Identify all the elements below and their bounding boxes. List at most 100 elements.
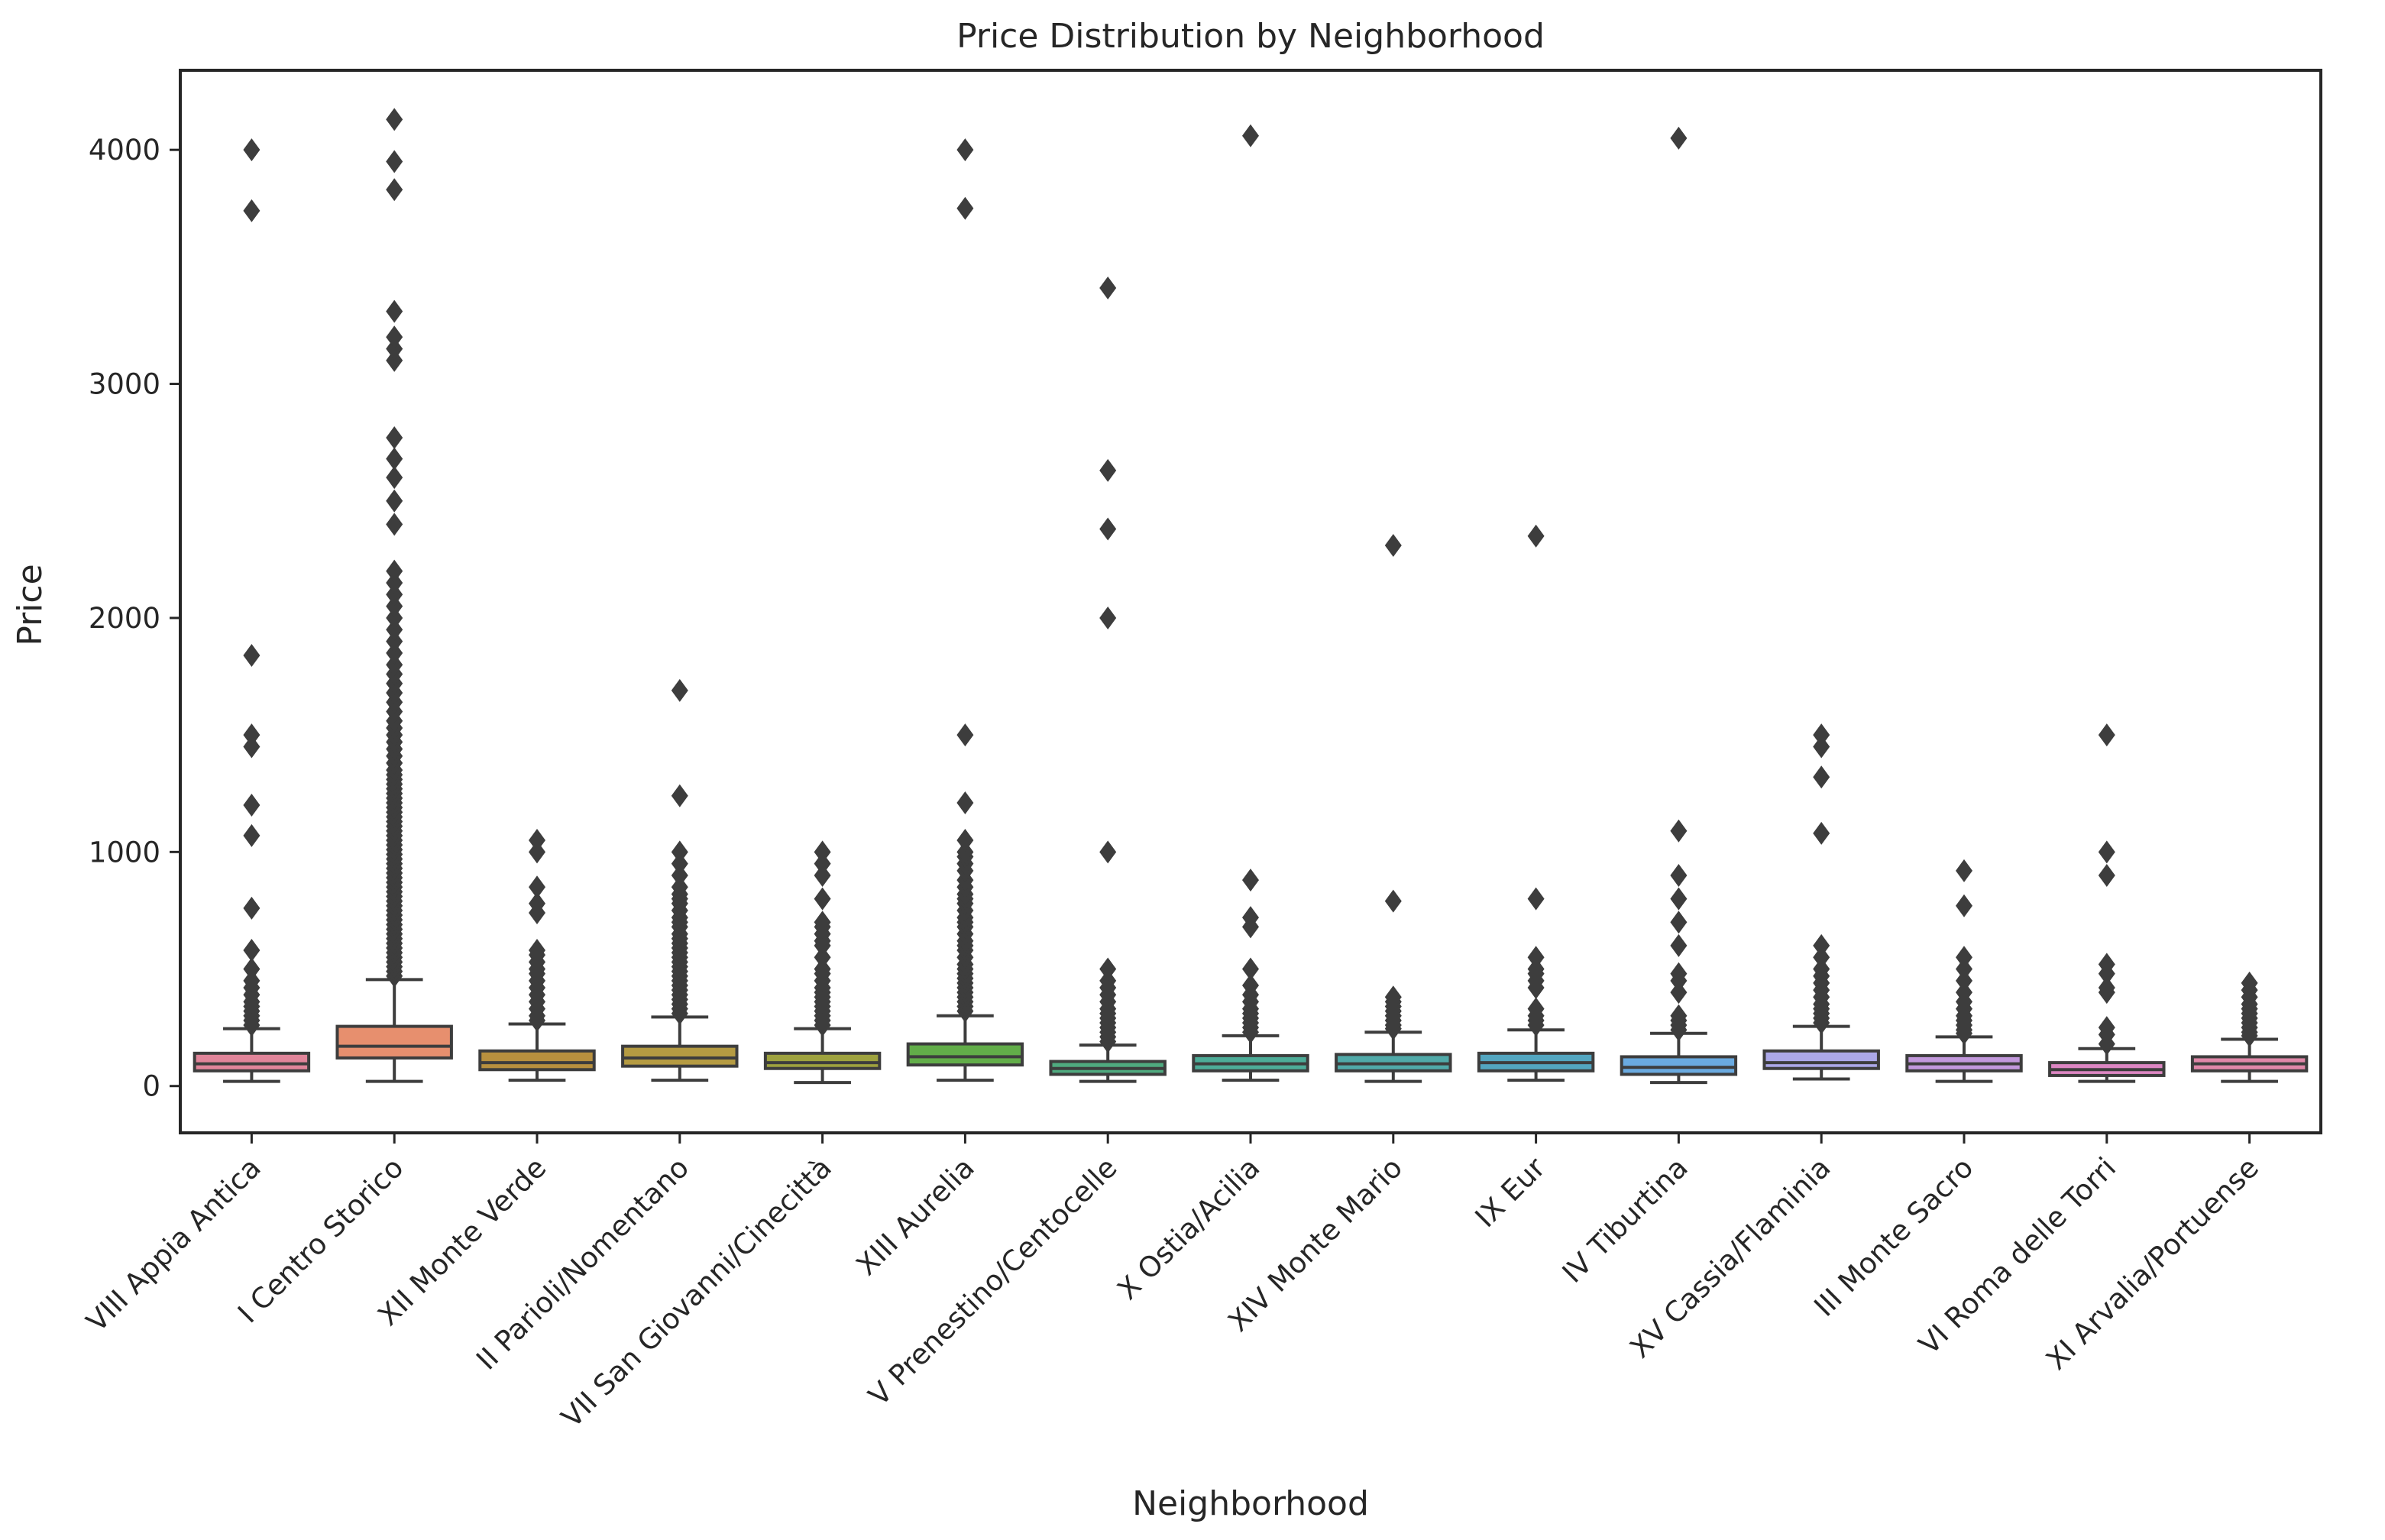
outlier-1-63 — [386, 583, 403, 607]
outlier-3-30 — [671, 678, 688, 702]
box-group-12: III Monte Sacro — [1807, 859, 2023, 1323]
outlier-4-20 — [814, 852, 831, 875]
outlier-10-3 — [1670, 1004, 1688, 1027]
box-1 — [335, 1024, 453, 1060]
outlier-0-18 — [243, 138, 261, 162]
y-axis-label: Price — [11, 564, 50, 645]
outlier-3-26 — [671, 863, 688, 887]
outlier-13-9 — [2098, 723, 2115, 747]
box-group-4: VII San Giovanni/Cinecittà — [555, 840, 882, 1434]
outlier-13-6 — [2098, 953, 2115, 976]
outlier-1-77 — [386, 108, 403, 131]
outlier-9-9 — [1527, 887, 1545, 911]
outlier-8-8 — [1384, 889, 1402, 913]
outlier-11-13 — [1813, 765, 1830, 789]
outlier-0-9 — [243, 957, 261, 981]
chart-title: Price Distribution by Neighborhood — [956, 17, 1545, 56]
outlier-5-32 — [956, 196, 974, 220]
outlier-8-9 — [1384, 533, 1402, 557]
x-tick-label-6: V Prenestino/Centocelle — [862, 1151, 1124, 1412]
outlier-0-12 — [243, 823, 261, 847]
outlier-1-73 — [386, 325, 403, 349]
outlier-4-17 — [814, 911, 831, 934]
outlier-13-2 — [2098, 1016, 2115, 1040]
box-4 — [763, 1051, 882, 1070]
x-tick-label-9: IX Eur — [1469, 1150, 1552, 1234]
outlier-0-15 — [243, 723, 261, 747]
outlier-7-13 — [1242, 124, 1259, 147]
outlier-2-11 — [529, 939, 545, 962]
outlier-10-7 — [1670, 933, 1688, 957]
outlier-2-16 — [529, 829, 545, 852]
box-group-7: X Ostia/Acilia — [1111, 124, 1309, 1306]
outlier-1-76 — [386, 150, 403, 173]
box-11 — [1762, 1049, 1880, 1070]
outlier-0-13 — [243, 794, 261, 817]
outlier-11-14 — [1813, 735, 1830, 759]
box-group-5: XIII Aurelia — [850, 138, 1024, 1282]
outlier-10-9 — [1670, 887, 1688, 911]
outlier-3-28 — [671, 840, 688, 864]
outlier-1-68 — [386, 466, 403, 490]
outlier-0-14 — [243, 735, 261, 759]
outlier-8-7 — [1384, 985, 1402, 1009]
outlier-1-71 — [386, 348, 403, 372]
outlier-1-59 — [386, 629, 403, 653]
outlier-11-10 — [1813, 946, 1830, 969]
outlier-1-60 — [386, 618, 403, 642]
outlier-10-10 — [1670, 863, 1688, 887]
outlier-2-13 — [529, 891, 545, 915]
outlier-4-19 — [814, 863, 831, 887]
outlier-6-15 — [1099, 517, 1117, 541]
box-5 — [906, 1042, 1024, 1067]
outlier-3-25 — [671, 875, 688, 899]
x-tick-label-5: XIII Aurelia — [850, 1151, 981, 1282]
outlier-1-69 — [386, 447, 403, 471]
x-axis-label: Neighborhood — [1132, 1484, 1369, 1523]
outlier-13-7 — [2098, 863, 2115, 887]
outlier-5-29 — [956, 829, 974, 852]
outlier-0-11 — [243, 896, 261, 920]
box-2 — [478, 1049, 596, 1072]
outlier-6-11 — [1099, 969, 1117, 992]
x-tick-label-10: IV Tiburtina — [1556, 1151, 1694, 1289]
outlier-10-6 — [1670, 962, 1688, 985]
outlier-5-33 — [956, 138, 974, 162]
outlier-1-70 — [386, 426, 403, 450]
outlier-2-14 — [529, 875, 545, 899]
outlier-1-74 — [386, 299, 403, 323]
outlier-7-8 — [1242, 973, 1259, 997]
outlier-1-64 — [386, 571, 403, 594]
outlier-1-75 — [386, 178, 403, 202]
outlier-4-11 — [814, 957, 831, 981]
outlier-10-8 — [1670, 911, 1688, 934]
outlier-1-58 — [386, 641, 403, 665]
y-tick-label-4: 4000 — [89, 134, 160, 167]
box-10 — [1620, 1055, 1738, 1076]
box-group-13: VI Roma delle Torri — [1912, 723, 2166, 1361]
outlier-6-12 — [1099, 957, 1117, 981]
outlier-1-67 — [386, 489, 403, 513]
outlier-6-13 — [1099, 840, 1117, 864]
y-tick-label-3: 3000 — [89, 368, 160, 401]
outlier-13-8 — [2098, 840, 2115, 864]
x-tick-label-7: X Ostia/Acilia — [1111, 1151, 1266, 1306]
outlier-7-12 — [1242, 869, 1259, 892]
outlier-12-11 — [1956, 894, 1972, 917]
outlier-12-8 — [1956, 969, 1972, 992]
outlier-4-18 — [814, 887, 831, 911]
outlier-1-66 — [386, 513, 403, 536]
outlier-11-11 — [1813, 933, 1830, 957]
outlier-1-61 — [386, 606, 403, 629]
outlier-6-14 — [1099, 606, 1117, 629]
outlier-12-9 — [1956, 957, 1972, 981]
outlier-12-12 — [1956, 859, 1972, 882]
outlier-2-15 — [529, 840, 545, 864]
outlier-1-65 — [386, 559, 403, 583]
outlier-0-8 — [243, 969, 261, 992]
outlier-1-62 — [386, 594, 403, 618]
outlier-11-15 — [1813, 723, 1830, 747]
outlier-7-11 — [1242, 906, 1259, 930]
